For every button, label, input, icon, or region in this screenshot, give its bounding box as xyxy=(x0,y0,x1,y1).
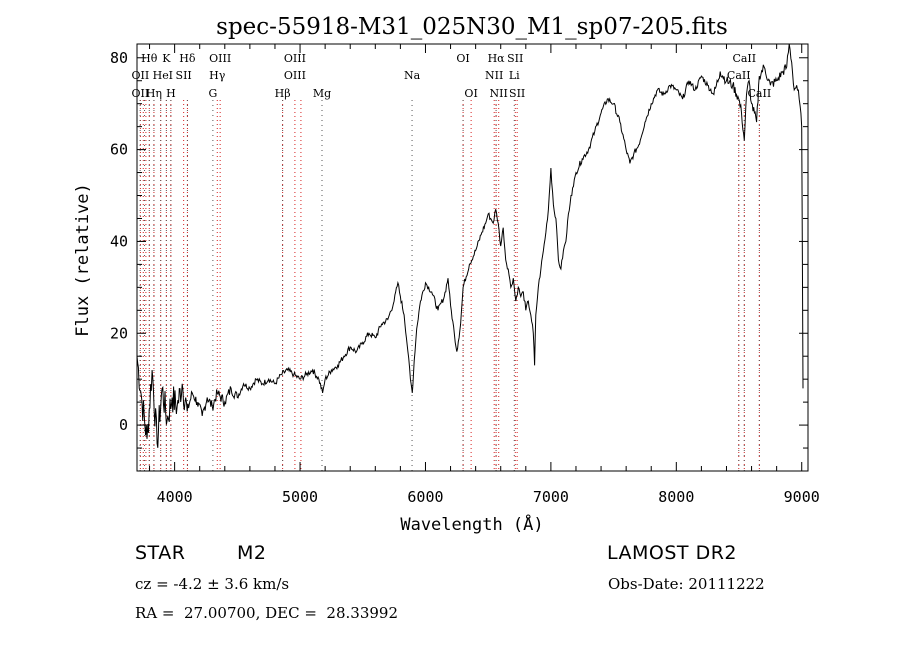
y-tick-label: 20 xyxy=(110,324,128,342)
y-tick-label: 60 xyxy=(110,141,128,159)
object-subclass: M2 xyxy=(237,542,267,564)
x-tick-label: 5000 xyxy=(282,488,318,506)
line-label: H xyxy=(166,87,176,100)
line-label: Hδ xyxy=(179,52,196,65)
line-label: Hθ xyxy=(141,52,158,65)
line-label: Hγ xyxy=(209,69,226,82)
obs-date: Obs-Date: 20111222 xyxy=(608,575,765,593)
line-label: SII xyxy=(176,69,192,82)
line-label: He xyxy=(153,69,169,82)
line-label: SII xyxy=(507,52,523,65)
object-class: STAR xyxy=(135,542,186,564)
redshift-cz: cz = -4.2 ± 3.6 km/s xyxy=(135,575,290,593)
survey-name: LAMOST DR2 xyxy=(607,542,737,564)
x-tick-label: 6000 xyxy=(407,488,443,506)
line-label: SII xyxy=(509,87,525,100)
y-tick-label: 40 xyxy=(110,232,128,250)
x-axis-label: Wavelength (Å) xyxy=(400,513,543,535)
line-label: OII xyxy=(132,69,150,82)
line-label: I xyxy=(169,69,173,82)
line-label: Hη xyxy=(146,87,162,100)
plot-title: spec-55918-M31_025N30_M1_sp07-205.fits xyxy=(216,14,728,40)
x-tick-label: 8000 xyxy=(658,488,694,506)
series-layer xyxy=(136,43,804,448)
line-label: NII xyxy=(485,69,503,82)
y-tick-label: 0 xyxy=(119,416,128,434)
spectrum-series-line xyxy=(136,43,804,448)
line-label: OIII xyxy=(284,69,306,82)
spectral-line-guides xyxy=(139,100,760,471)
x-tick-label: 4000 xyxy=(157,488,193,506)
line-label: Hα xyxy=(488,52,506,65)
line-label: OI xyxy=(464,87,477,100)
axes-ticks: 4000 5000 6000 7000 8000 9000 0 20 40 60 80 xyxy=(110,44,820,506)
line-label: Mg xyxy=(313,87,331,100)
line-label: CaII xyxy=(727,69,751,82)
y-axis-label: Flux (relative) xyxy=(73,183,93,337)
x-tick-label: 9000 xyxy=(784,488,820,506)
line-label: Hβ xyxy=(275,87,291,100)
line-label: CaII xyxy=(732,52,756,65)
line-label: G xyxy=(208,87,217,100)
coordinates: RA = 27.00700, DEC = 28.33992 xyxy=(135,604,399,622)
line-label: CaII xyxy=(748,87,772,100)
x-tick-label: 7000 xyxy=(533,488,569,506)
line-label: Li xyxy=(509,69,520,82)
line-label: K xyxy=(162,52,171,65)
line-label: OII xyxy=(132,87,150,100)
y-tick-label: 80 xyxy=(110,49,128,67)
line-label: OIII xyxy=(284,52,306,65)
plot-frame xyxy=(136,43,809,472)
line-label: NII xyxy=(490,87,508,100)
line-label: OI xyxy=(456,52,469,65)
line-label: Na xyxy=(404,69,421,82)
line-label: OIII xyxy=(209,52,231,65)
